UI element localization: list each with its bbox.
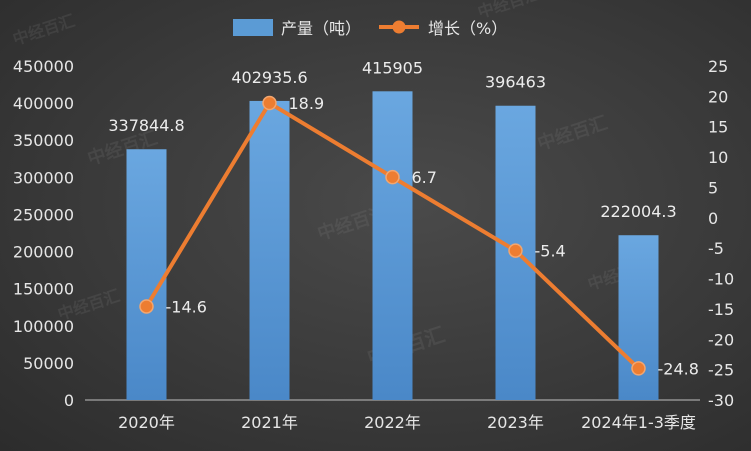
growth-point: [262, 95, 277, 111]
legend-swatch-bar: [233, 19, 273, 36]
x-tick-label: 2022年: [364, 413, 421, 432]
y-right-tick-label: -15: [708, 300, 734, 319]
y-left-tick-label: 100000: [13, 317, 74, 336]
y-left-tick-label: 200000: [13, 243, 74, 262]
legend-label-bar: 产量（吨）: [281, 19, 361, 38]
x-tick-label: 2024年1-3季度: [581, 413, 696, 432]
x-tick-label: 2023年: [487, 413, 544, 432]
y-right-tick-label: 10: [708, 148, 728, 167]
y-right-tick-label: 25: [708, 57, 728, 76]
bar-series: [126, 91, 659, 401]
x-tick-label: 2021年: [241, 413, 298, 432]
growth-point: [508, 243, 523, 258]
legend-swatch-marker: [392, 20, 406, 34]
growth-point: [385, 169, 400, 185]
y-left-tick-label: 350000: [13, 131, 74, 150]
y-right-tick-label: 15: [708, 118, 728, 137]
y-right-tick-label: 0: [708, 209, 718, 228]
bar-data-label: 402935.6: [231, 68, 307, 87]
x-tick-label: 2020年: [118, 413, 175, 432]
watermark-layer: 中经百汇中经百汇中经百汇中经百汇中经百汇中经百汇中经百汇中经百汇: [10, 0, 652, 370]
line-data-label: 18.9: [289, 94, 325, 113]
data-labels: 337844.8 402935.6 415905 396463 222004.3 -14.…: [108, 58, 699, 378]
line-data-label: -14.6: [166, 297, 207, 316]
growth-point: [631, 361, 646, 376]
bar: [249, 100, 290, 400]
y-right-tick-label: -10: [708, 270, 734, 289]
y-left-tick-label: 50000: [23, 354, 74, 373]
y-axis-right: -30 -25 -20 -15 -10 -5 0 5 10 15 20 25: [708, 57, 734, 410]
watermark-text: 中经百汇: [10, 11, 77, 49]
x-axis: 2020年 2021年 2022年 2023年 2024年1-3季度: [85, 399, 700, 432]
y-right-tick-label: -20: [708, 330, 734, 349]
y-left-tick-label: 450000: [13, 57, 74, 76]
y-axis-left: 0 50000 100000 150000 200000 250000 300000 3500…: [13, 57, 74, 410]
y-right-tick-label: -25: [708, 361, 734, 380]
line-data-label: -5.4: [535, 242, 566, 261]
growth-point: [139, 299, 154, 314]
y-left-tick-label: 400000: [13, 94, 74, 113]
legend: 产量（吨） 增长（%）: [233, 19, 507, 38]
y-left-tick-label: 150000: [13, 280, 74, 299]
bar-data-label: 396463: [485, 73, 546, 92]
bar: [372, 91, 413, 401]
y-left-tick-label: 250000: [13, 205, 74, 224]
line-data-label: -24.8: [658, 359, 699, 378]
bar-data-label: 337844.8: [108, 116, 184, 135]
y-left-tick-label: 300000: [13, 168, 74, 187]
line-series: [139, 95, 646, 376]
y-left-tick-label: 0: [64, 391, 74, 410]
y-right-tick-label: 5: [708, 178, 718, 197]
bar: [126, 149, 167, 400]
bar-data-label: 222004.3: [600, 202, 676, 221]
y-right-tick-label: 20: [708, 87, 728, 106]
y-right-tick-label: -5: [708, 239, 724, 258]
y-right-tick-label: -30: [708, 391, 734, 410]
legend-label-line: 增长（%）: [428, 19, 507, 38]
line-data-label: 6.7: [412, 168, 437, 187]
bar-data-label: 415905: [362, 58, 423, 77]
watermark-text: 中经百汇: [535, 112, 610, 155]
